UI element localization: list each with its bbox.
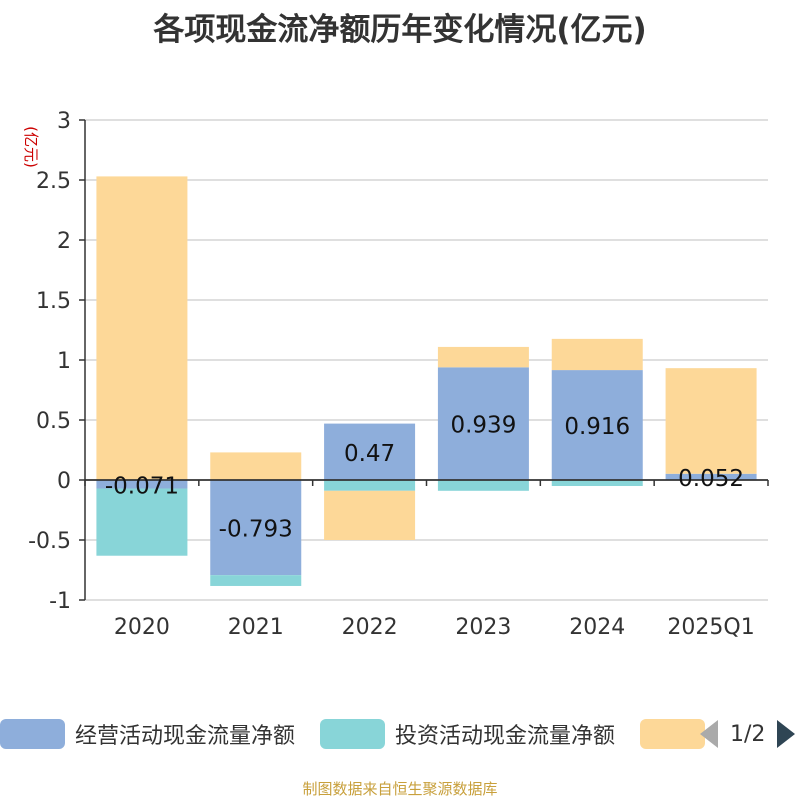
x-tick-label: 2025Q1 [667, 615, 754, 640]
bar-2020-series-1[interactable] [96, 488, 188, 556]
bar-2020-series-2[interactable] [96, 176, 188, 480]
bar-2024-series-1[interactable] [551, 480, 643, 486]
legend-swatch-third [640, 719, 705, 749]
data-labels: -0.071 -0.793 0.47 0.939 0.916 0.052 [105, 413, 744, 543]
x-tick-label: 2021 [228, 615, 284, 640]
bar-2021-series-1[interactable] [210, 575, 302, 586]
bar-2021-series-2[interactable] [210, 452, 302, 480]
data-label-2021: -0.793 [219, 517, 293, 543]
bar-2022-series-0[interactable] [324, 423, 416, 480]
data-label-2024: 0.916 [564, 414, 630, 440]
data-label-2023: 0.939 [450, 413, 516, 439]
bar-2023-series-1[interactable] [437, 480, 529, 491]
chart-title: 各项现金流净额历年变化情况(亿元) [153, 12, 647, 48]
data-label-2025Q1: 0.052 [678, 466, 744, 492]
y-axis-label: (亿元) [22, 126, 40, 168]
legend-item-third[interactable] [640, 719, 715, 749]
x-tick-label: 2020 [114, 615, 170, 640]
legend-swatch-investing [320, 719, 385, 749]
legend-item-investing[interactable]: 投资活动现金流量净额 [320, 719, 615, 749]
bar-2025Q1-series-2[interactable] [665, 368, 757, 474]
x-tick-label: 2024 [569, 615, 625, 640]
cashflow-chart: 3 2.5 2 1.5 1 0.5 0 -0.5 -1 2020 2021 2022 2023 2024 2… [22, 109, 769, 640]
legend-label-operating: 经营活动现金流量净额 [75, 724, 296, 749]
grid-lines [85, 119, 768, 601]
bar-2023-series-0[interactable] [437, 367, 529, 480]
legend-item-operating[interactable]: 经营活动现金流量净额 [0, 719, 295, 749]
legend-pager: 1/2 [700, 719, 796, 749]
y-tick-label: 1 [57, 349, 71, 374]
bars [96, 176, 757, 586]
pager-prev-icon[interactable] [700, 720, 718, 748]
bar-2024-series-2[interactable] [551, 338, 643, 371]
bar-2022-series-2[interactable] [324, 490, 416, 540]
pager-text: 1/2 [730, 721, 766, 747]
x-tick-label: 2023 [455, 615, 511, 640]
bar-2023-series-2[interactable] [437, 346, 529, 368]
legend: 经营活动现金流量净额 投资活动现金流量净额 1/2 [0, 705, 800, 765]
bar-2025Q1-series-0[interactable] [665, 473, 757, 480]
y-tick-label: 1.5 [36, 289, 71, 314]
y-tick-label: 3 [57, 109, 71, 134]
bar-2024-series-0[interactable] [551, 370, 643, 480]
data-label-2020: -0.071 [105, 473, 179, 499]
data-label-2022: 0.47 [344, 441, 395, 467]
bar-2022-series-1[interactable] [324, 480, 416, 491]
source-note: 制图数据来自恒生聚源数据库 [302, 780, 498, 798]
axes: 3 2.5 2 1.5 1 0.5 0 -0.5 -1 2020 2021 2022 2023 2024 2… [28, 109, 769, 640]
pager-next-icon[interactable] [777, 720, 796, 748]
legend-label-investing: 投资活动现金流量净额 [395, 724, 616, 749]
y-tick-label: -1 [49, 589, 71, 614]
y-tick-label: 2 [57, 229, 71, 254]
y-tick-label: -0.5 [28, 529, 71, 554]
y-tick-label: 2.5 [36, 169, 71, 194]
x-tick-label: 2022 [342, 615, 398, 640]
legend-swatch-operating [0, 719, 65, 749]
bar-2021-series-0[interactable] [210, 480, 302, 576]
y-tick-label: 0 [57, 469, 71, 494]
bar-2020-series-0[interactable] [96, 480, 188, 489]
y-tick-label: 0.5 [36, 409, 71, 434]
